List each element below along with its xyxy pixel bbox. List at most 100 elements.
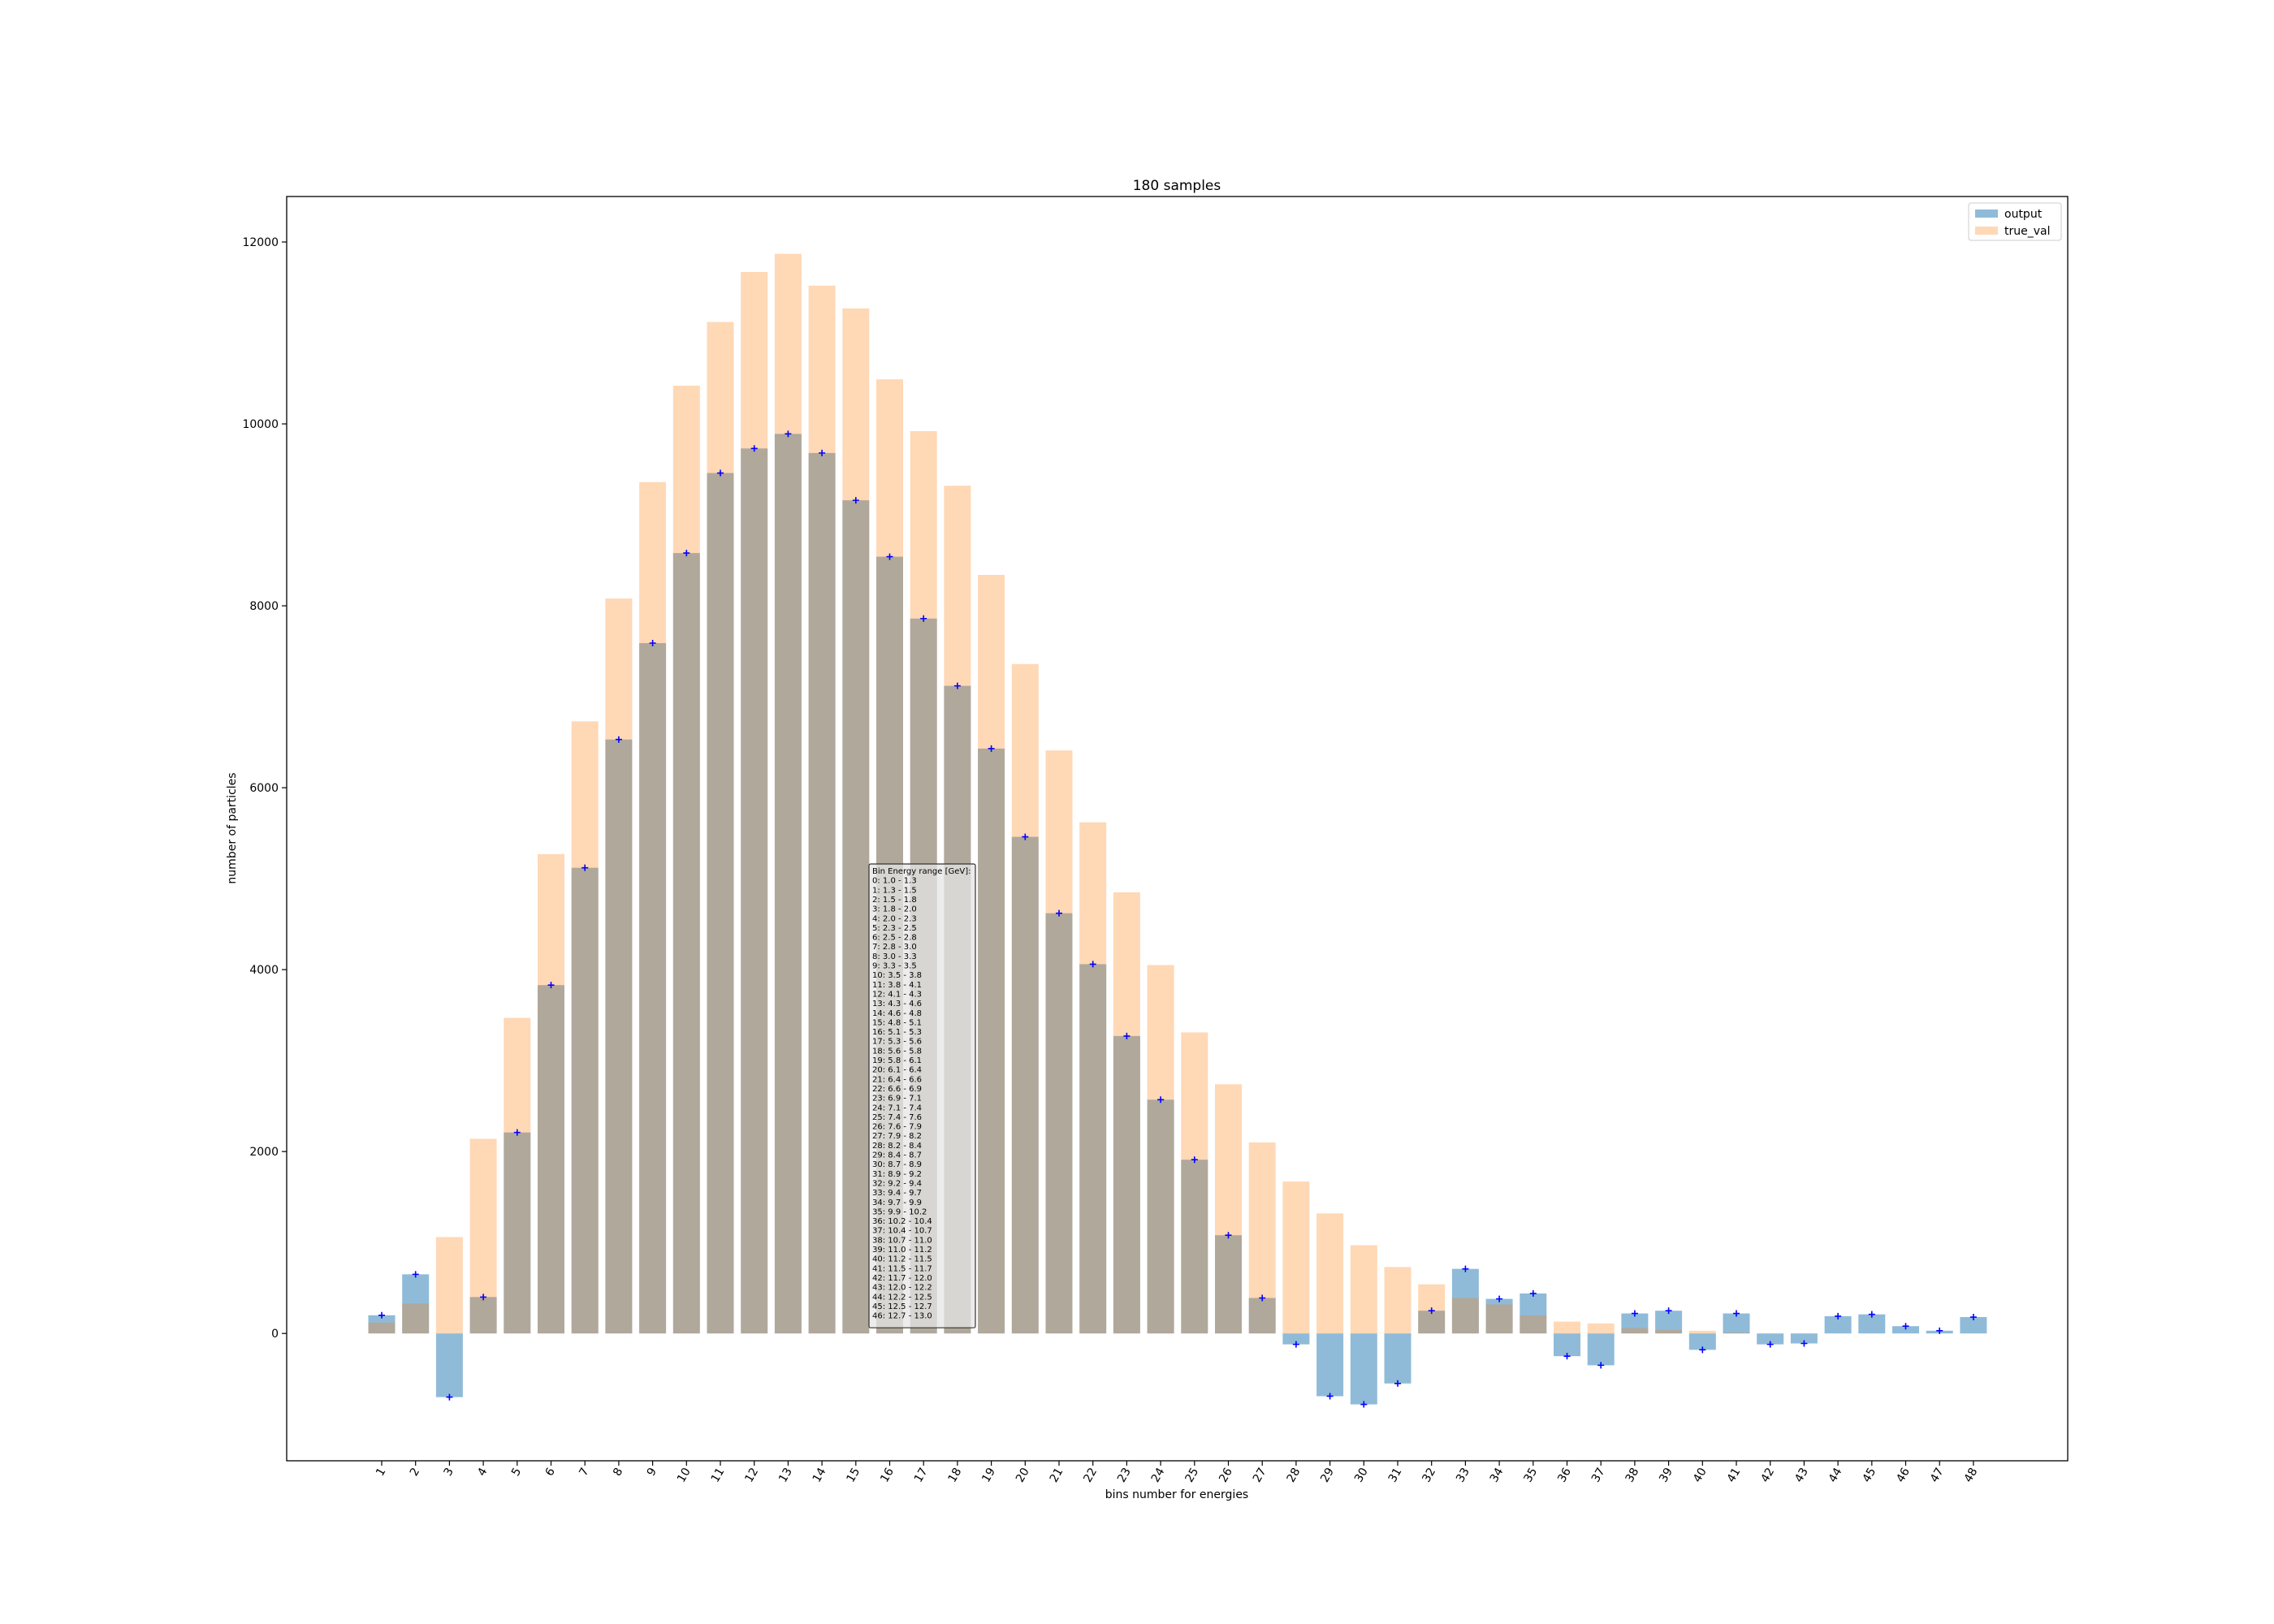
output-marker-42 — [1766, 1341, 1774, 1348]
x-tick-label: 32 — [1420, 1466, 1438, 1484]
legend-label-output: output — [2004, 208, 2043, 221]
annotation-line: 10: 3.5 - 3.8 — [872, 971, 922, 980]
x-tick-label: 34 — [1488, 1466, 1507, 1485]
true-val-bar-37 — [1587, 1323, 1615, 1334]
x-tick-label: 33 — [1454, 1466, 1472, 1484]
legend-label-true_val: true_val — [2004, 225, 2051, 238]
output-bar-5 — [504, 1132, 531, 1334]
output-marker-34 — [1496, 1295, 1503, 1302]
annotation-line: 21: 6.4 - 6.6 — [872, 1075, 922, 1084]
annotation-line: 8: 3.0 - 3.3 — [872, 952, 917, 961]
x-tick-label: 41 — [1725, 1466, 1744, 1484]
annotation-line: 23: 6.9 - 7.1 — [872, 1095, 922, 1104]
output-bar-23 — [1113, 1035, 1140, 1334]
output-marker-3 — [446, 1393, 453, 1401]
output-marker-36 — [1563, 1353, 1571, 1360]
x-tick-label: 11 — [709, 1466, 728, 1484]
annotation-line: 36: 10.2 - 10.4 — [872, 1217, 932, 1226]
output-marker-48 — [1969, 1314, 1977, 1321]
x-tick-label: 10 — [675, 1466, 694, 1484]
annotation-line: 0: 1.0 - 1.3 — [872, 877, 917, 886]
output-bar-39 — [1655, 1311, 1683, 1334]
x-tick-label: 15 — [844, 1466, 862, 1484]
output-bar-26 — [1215, 1235, 1242, 1334]
x-tick-label: 35 — [1521, 1466, 1540, 1484]
output-marker-43 — [1801, 1340, 1808, 1347]
annotation-line: 16: 5.1 - 5.3 — [872, 1028, 922, 1037]
chart-title: 180 samples — [1133, 178, 1221, 194]
output-bar-31 — [1384, 1333, 1412, 1384]
true-val-bar-26 — [1215, 1084, 1242, 1334]
annotation-line: 18: 5.6 - 5.8 — [872, 1047, 922, 1056]
output-bar-42 — [1757, 1333, 1784, 1345]
annotation-line: 27: 7.9 - 8.2 — [872, 1132, 922, 1141]
output-bar-11 — [707, 473, 734, 1334]
output-marker-35 — [1529, 1289, 1537, 1297]
output-bar-27 — [1248, 1298, 1276, 1334]
x-tick-label: 13 — [776, 1466, 795, 1484]
true-val-bar-6 — [538, 853, 564, 1334]
output-marker-45 — [1868, 1311, 1875, 1318]
annotation-line: 4: 2.0 - 2.3 — [872, 914, 917, 923]
true-val-bar-39 — [1655, 1329, 1683, 1334]
output-marker-21 — [1056, 909, 1062, 917]
output-bar-8 — [605, 739, 633, 1334]
x-tick-label: 9 — [645, 1466, 659, 1479]
annotation-line: 15: 4.8 - 5.1 — [872, 1018, 922, 1027]
annotation-line: 32: 9.2 - 9.4 — [872, 1179, 922, 1188]
annotation-title: Bin Energy range [GeV]: — [872, 867, 971, 876]
annotation-line: 31: 8.9 - 9.2 — [872, 1170, 922, 1179]
x-tick-label: 27 — [1251, 1466, 1269, 1484]
true-val-bar-9 — [639, 482, 667, 1334]
x-tick-label: 38 — [1623, 1466, 1642, 1484]
output-marker-4 — [480, 1294, 487, 1301]
output-marker-24 — [1157, 1096, 1165, 1104]
output-marker-32 — [1428, 1307, 1435, 1315]
output-bar-32 — [1418, 1311, 1446, 1334]
annotation-line: 45: 12.5 - 12.7 — [872, 1302, 932, 1311]
x-tick-label: 17 — [912, 1466, 931, 1484]
output-marker-18 — [953, 682, 961, 689]
output-marker-31 — [1394, 1380, 1401, 1387]
x-tick-label: 24 — [1149, 1466, 1168, 1485]
annotation-line: 34: 9.7 - 9.9 — [872, 1199, 922, 1207]
y-tick-label: 12000 — [242, 236, 279, 249]
x-tick-label: 6 — [543, 1466, 558, 1479]
output-bar-20 — [1011, 836, 1039, 1334]
output-marker-19 — [988, 745, 995, 752]
annotation-line: 3: 1.8 - 2.0 — [872, 905, 917, 914]
annotation-line: 7: 2.8 - 3.0 — [872, 943, 917, 952]
output-bar-2 — [402, 1274, 430, 1334]
true-val-bar-34 — [1485, 1304, 1513, 1334]
true-val-bar-21 — [1045, 750, 1073, 1334]
output-marker-1 — [378, 1311, 385, 1319]
true-val-bar-41 — [1723, 1332, 1750, 1334]
output-bar-38 — [1621, 1313, 1649, 1334]
output-marker-8 — [615, 736, 622, 743]
annotation-line: 28: 8.2 - 8.4 — [872, 1142, 922, 1151]
output-marker-26 — [1225, 1232, 1232, 1239]
output-bar-24 — [1147, 1099, 1174, 1334]
x-tick-label: 2 — [408, 1466, 422, 1479]
output-marker-15 — [852, 497, 859, 504]
x-tick-label: 7 — [577, 1466, 591, 1479]
annotation-line: 11: 3.8 - 4.1 — [872, 981, 922, 990]
x-tick-label: 40 — [1691, 1466, 1710, 1484]
true-val-bar-2 — [402, 1303, 430, 1334]
output-bar-19 — [978, 748, 1005, 1334]
output-markers — [378, 430, 1977, 1408]
x-tick-label: 12 — [742, 1466, 761, 1484]
output-bar-36 — [1554, 1333, 1580, 1357]
output-bar-13 — [774, 434, 802, 1334]
x-tick-label: 43 — [1792, 1466, 1811, 1484]
output-marker-13 — [785, 430, 792, 438]
output-bar-28 — [1282, 1333, 1310, 1345]
true-val-bar-1 — [368, 1322, 396, 1334]
x-tick-label: 42 — [1758, 1466, 1777, 1484]
true-val-bar-29 — [1316, 1213, 1344, 1334]
output-bar-43 — [1790, 1333, 1818, 1344]
output-marker-25 — [1191, 1156, 1198, 1164]
annotation-line: 40: 11.2 - 11.5 — [872, 1255, 932, 1264]
annotation-line: 2: 1.5 - 1.8 — [872, 896, 917, 905]
output-bar-3 — [435, 1333, 463, 1397]
